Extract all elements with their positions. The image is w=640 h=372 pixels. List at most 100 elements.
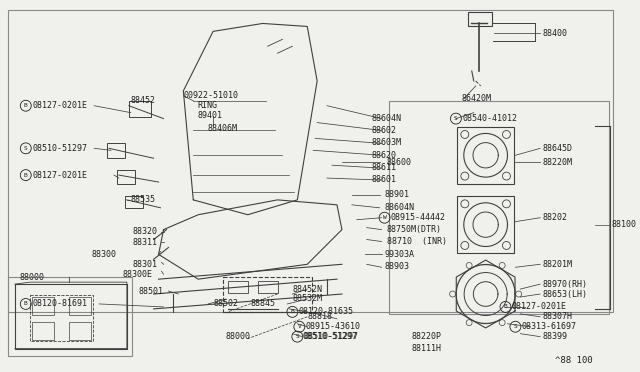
Text: 88903: 88903 — [385, 262, 410, 271]
Text: 88202: 88202 — [542, 213, 567, 222]
Text: 88645D: 88645D — [542, 144, 572, 153]
Text: 88300: 88300 — [91, 250, 116, 259]
Text: B: B — [24, 103, 28, 108]
Text: V: V — [298, 324, 301, 329]
Bar — [129, 101, 150, 117]
Text: 08127-0201E: 08127-0201E — [32, 171, 87, 180]
Text: 88220M: 88220M — [542, 158, 572, 167]
Text: 88603M: 88603M — [372, 138, 402, 147]
Text: 08915-43610: 08915-43610 — [306, 322, 361, 331]
Text: 88532M: 88532M — [292, 295, 323, 304]
Text: 88602: 88602 — [372, 126, 397, 135]
Text: ^88 100: ^88 100 — [555, 356, 593, 365]
Bar — [125, 196, 143, 208]
Text: 88611: 88611 — [372, 163, 397, 171]
Text: 08540-41012: 08540-41012 — [462, 114, 517, 123]
Text: 08120-81691: 08120-81691 — [32, 299, 87, 308]
Text: 08510-51297: 08510-51297 — [304, 332, 359, 341]
Text: 88000: 88000 — [226, 332, 251, 341]
Text: 08510-51297: 08510-51297 — [32, 144, 87, 153]
Text: 88311: 88311 — [133, 238, 158, 247]
Text: 88111H: 88111H — [412, 344, 442, 353]
Circle shape — [502, 200, 511, 208]
Bar — [457, 126, 515, 184]
Text: 08120-81635: 08120-81635 — [299, 307, 354, 316]
Text: 88600: 88600 — [387, 158, 412, 167]
Text: 08510-51297: 08510-51297 — [302, 332, 357, 341]
Bar — [457, 196, 515, 253]
Bar — [32, 297, 54, 315]
Circle shape — [502, 241, 511, 250]
Text: B: B — [291, 310, 294, 314]
Circle shape — [502, 131, 511, 138]
Bar — [8, 277, 132, 356]
Circle shape — [516, 291, 522, 297]
Bar — [32, 322, 54, 340]
Text: S: S — [24, 146, 28, 151]
Text: 88220P: 88220P — [412, 332, 442, 341]
Bar — [258, 281, 278, 293]
Text: B: B — [504, 304, 508, 310]
Text: 88100: 88100 — [611, 220, 637, 229]
Text: 88406M: 88406M — [207, 124, 237, 133]
Text: B: B — [24, 301, 28, 307]
Bar — [29, 295, 93, 341]
Bar — [69, 297, 91, 315]
Circle shape — [461, 200, 468, 208]
Text: 08915-44442: 08915-44442 — [391, 213, 446, 222]
Text: 88452: 88452 — [131, 96, 156, 105]
Circle shape — [502, 172, 511, 180]
Text: 88818: 88818 — [307, 312, 332, 321]
Text: 88301: 88301 — [133, 260, 158, 269]
Text: 08127-0201E: 08127-0201E — [512, 302, 567, 311]
Text: RING: RING — [197, 101, 217, 110]
Text: 88653(LH): 88653(LH) — [542, 289, 587, 299]
Text: 88604N: 88604N — [372, 114, 402, 123]
Text: 89401: 89401 — [197, 111, 222, 120]
Text: 08127-0201E: 08127-0201E — [32, 101, 87, 110]
Circle shape — [466, 263, 472, 268]
Text: 88901: 88901 — [385, 190, 410, 199]
Text: S: S — [454, 116, 458, 121]
Text: 08313-61697: 08313-61697 — [522, 322, 577, 331]
Text: 88501: 88501 — [139, 286, 164, 296]
Text: 00922-51010: 00922-51010 — [183, 91, 238, 100]
Bar — [8, 10, 612, 312]
Circle shape — [466, 320, 472, 326]
Text: 88320: 88320 — [133, 227, 158, 236]
Text: 88710  (INR): 88710 (INR) — [387, 237, 447, 246]
Text: 88604N: 88604N — [385, 203, 415, 212]
Text: W: W — [383, 215, 387, 220]
Circle shape — [450, 291, 456, 297]
Bar — [107, 143, 125, 158]
Text: 99303A: 99303A — [385, 250, 415, 259]
Text: 88201M: 88201M — [542, 260, 572, 269]
Bar — [223, 277, 312, 312]
Text: 88307H: 88307H — [542, 312, 572, 321]
Text: S: S — [296, 334, 300, 339]
Text: 86420M: 86420M — [462, 94, 492, 103]
Text: 88750M(DTR): 88750M(DTR) — [387, 225, 442, 234]
Bar — [69, 322, 91, 340]
Text: 88970(RH): 88970(RH) — [542, 280, 587, 289]
Circle shape — [461, 131, 468, 138]
Text: 88601: 88601 — [372, 174, 397, 183]
Text: 88300E: 88300E — [123, 270, 153, 279]
Text: S: S — [513, 324, 517, 329]
Bar — [228, 281, 248, 293]
Text: B: B — [24, 173, 28, 177]
Text: 88502: 88502 — [213, 299, 238, 308]
Bar — [117, 170, 135, 184]
Text: 88400: 88400 — [542, 29, 567, 38]
Text: 88000: 88000 — [20, 273, 45, 282]
Circle shape — [499, 263, 505, 268]
Text: 88845: 88845 — [251, 299, 276, 308]
Bar — [388, 101, 609, 314]
Circle shape — [461, 172, 468, 180]
Circle shape — [499, 320, 505, 326]
Bar — [468, 12, 492, 26]
Text: 88620: 88620 — [372, 151, 397, 160]
Text: 88452N: 88452N — [292, 285, 323, 294]
Text: 88399: 88399 — [542, 332, 567, 341]
Text: 88535: 88535 — [131, 195, 156, 204]
